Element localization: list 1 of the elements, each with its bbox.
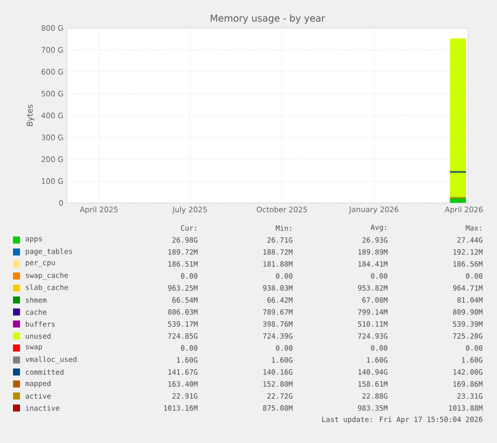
chart-title: Memory usage - by year: [210, 14, 326, 24]
